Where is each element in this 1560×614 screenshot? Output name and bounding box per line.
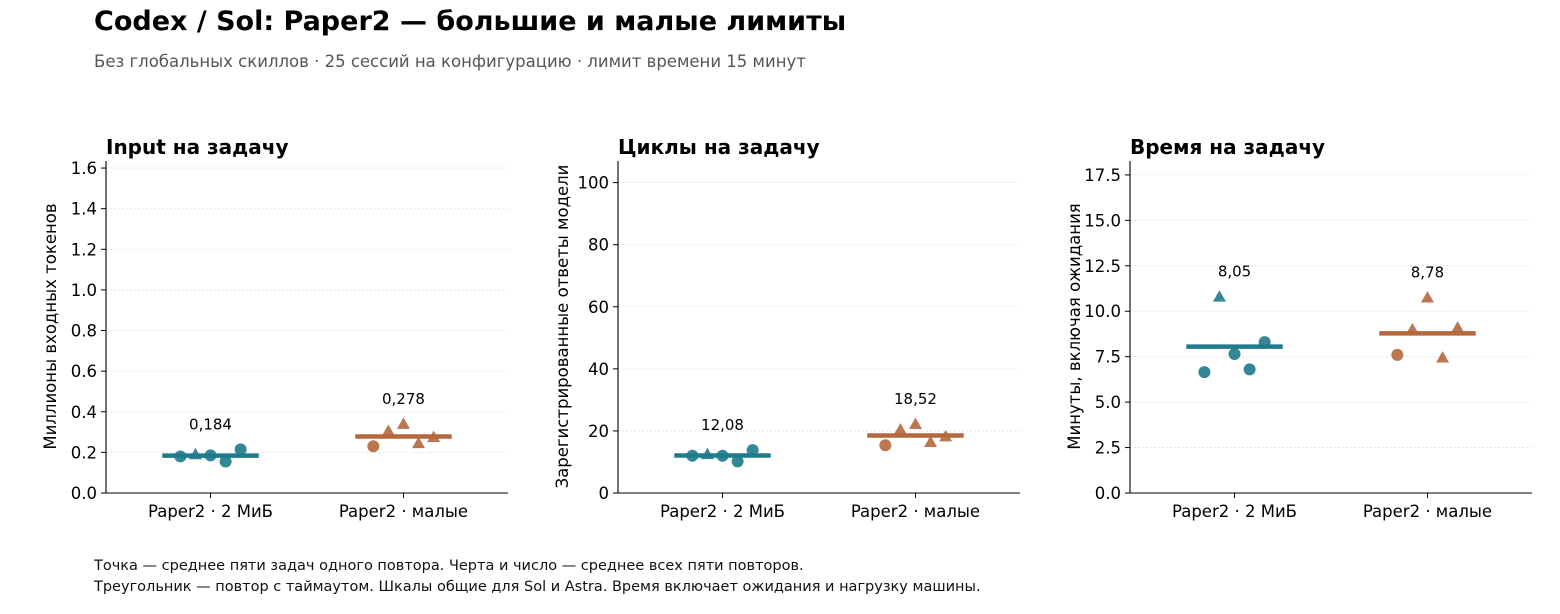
chart-2-ytick-label: 100 [578,174,610,193]
chart-2-title: Циклы на задачу [618,135,820,159]
page-subtitle: Без глобальных скиллов · 25 сессий на ко… [94,52,806,71]
chart-2-mean-label: 18,52 [894,390,937,408]
chart-3-repeat-point [1228,347,1241,360]
chart-1-ytick-label: 1.2 [71,240,97,259]
chart-2-timeout-point [700,447,714,460]
chart-2-ytick-label: 80 [588,236,609,255]
chart-1-title: Input на задачу [106,135,289,159]
chart-3-ytick-label: 12.5 [1084,257,1121,276]
chart-1-mean-label: 0,184 [189,415,232,433]
chart-1-xtick-label: Paper2 · 2 МиБ [148,502,273,521]
chart-3-timeout-point [1405,322,1419,335]
chart-3-timeout-point [1451,321,1465,333]
chart-3-timeout-point [1436,351,1450,363]
chart-3-repeat-point [1258,336,1271,349]
chart-1-timeout-point [381,424,395,436]
chart-3-mean-label: 8,05 [1218,263,1251,281]
chart-1-repeat-point [174,450,187,463]
chart-3-ytick-label: 0.0 [1095,484,1121,503]
chart-3-mean-label: 8,78 [1411,264,1444,282]
chart-3-timeout-point [1212,290,1226,302]
chart-3-ytick-label: 7.5 [1095,348,1121,367]
chart-3-title: Время на задачу [1130,135,1325,159]
chart-1-ytick-label: 1.6 [71,159,97,178]
chart-2-ytick-label: 0 [599,484,610,503]
chart-3-repeat-point [1198,366,1211,379]
chart-3-ytick-label: 2.5 [1095,439,1121,458]
chart-3-ytick-label: 15.0 [1084,211,1121,230]
chart-1-timeout-point [412,436,426,449]
chart-1-repeat-point [367,440,380,453]
chart-3-xtick-label: Paper2 · малые [1363,502,1492,521]
chart-1-ylabel: Миллионы входных токенов [41,203,60,449]
chart-3-repeat-point [1391,348,1404,361]
chart-1-repeat-point [204,449,217,462]
chart-2-repeat-point [716,449,729,462]
chart-2-ytick-label: 60 [588,298,609,317]
chart-2-repeat-point [879,439,892,452]
chart-1-mean-label: 0,278 [382,390,425,408]
chart-3-repeat-point [1243,363,1256,376]
chart-2-timeout-point [893,423,907,435]
footnote-line-2: Треугольник — повтор с таймаутом. Шкалы … [94,579,981,595]
chart-3-timeout-point [1420,291,1434,303]
chart-2-timeout-point [908,417,922,429]
chart-3-ylabel: Минуты, включая ожидания [1065,203,1084,449]
chart-2-ylabel: Зарегистрированные ответы модели [553,165,572,489]
chart-3-ytick-label: 5.0 [1095,393,1121,412]
page-title: Codex / Sol: Paper2 — большие и малые ли… [94,6,847,37]
chart-2-timeout-point [939,430,953,442]
chart-1-ytick-label: 0.2 [71,443,97,462]
chart-2-ytick-label: 20 [588,422,609,441]
chart-2-xtick-label: Paper2 · 2 МиБ [660,502,785,521]
chart-1-ytick-label: 0.0 [71,484,97,503]
chart-2-ytick-label: 40 [588,360,609,379]
chart-2-xtick-label: Paper2 · малые [851,502,980,521]
chart-3-ytick-label: 17.5 [1084,166,1121,185]
footnote-line-1: Точка — среднее пяти задач одного повтор… [94,558,804,574]
chart-2-repeat-point [686,449,699,462]
chart-2-repeat-point [746,444,759,457]
chart-1-timeout-point [188,447,202,460]
chart-1-ytick-label: 1.0 [71,281,97,300]
chart-1-timeout-point [427,430,441,443]
chart-1-ytick-label: 1.4 [71,200,97,219]
chart-2-mean-label: 12,08 [701,416,744,434]
chart-1-ytick-label: 0.6 [71,362,97,381]
chart-3-ytick-label: 10.0 [1084,302,1121,321]
chart-1-repeat-point [234,443,247,456]
chart-3-xtick-label: Paper2 · 2 МиБ [1172,502,1297,521]
chart-1-ytick-label: 0.8 [71,322,97,341]
chart-1-timeout-point [396,417,410,429]
chart-1-ytick-label: 0.4 [71,403,97,422]
chart-2-timeout-point [924,435,938,447]
chart-1-xtick-label: Paper2 · малые [339,502,468,521]
chart-2-repeat-point [731,455,744,468]
chart-1-repeat-point [219,455,232,468]
